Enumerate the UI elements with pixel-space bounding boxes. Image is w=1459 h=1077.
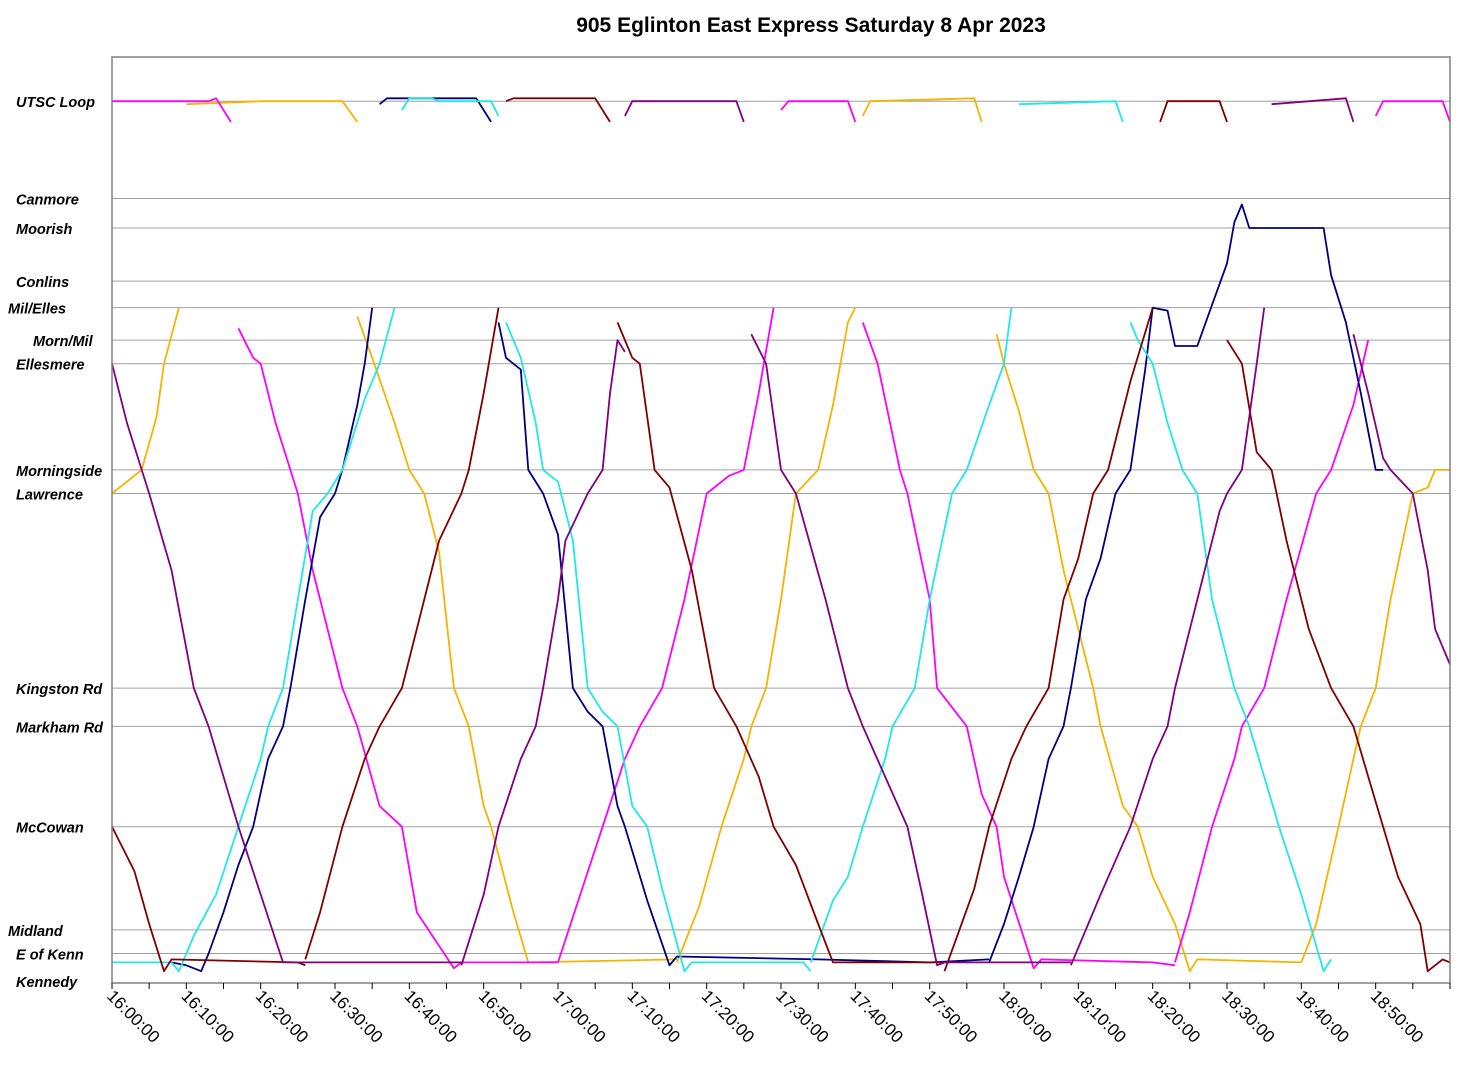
trip-line: [460, 339, 626, 966]
trip-line: [1352, 333, 1451, 665]
x-tick-label: 18:40:00: [1293, 986, 1353, 1046]
trip-line: [861, 322, 1176, 970]
trip-line: [1129, 322, 1332, 973]
trip-line: [1070, 307, 1266, 966]
x-tick-label: 16:00:00: [103, 986, 163, 1046]
trip-line: [112, 97, 232, 123]
y-tick-label: Morningside: [16, 464, 102, 480]
y-tick-label: UTSC Loop: [16, 95, 95, 111]
trip-lines: [111, 97, 1451, 973]
y-tick-label: Morn/Mil: [33, 334, 94, 350]
x-tick-label: 17:10:00: [624, 986, 684, 1046]
trip-line: [988, 203, 1384, 963]
trip-line: [616, 322, 945, 964]
x-tick-label: 17:30:00: [772, 986, 832, 1046]
y-tick-label: McCowan: [16, 821, 84, 837]
x-tick-label: 18:10:00: [1070, 986, 1130, 1046]
y-tick-label: Midland: [8, 924, 64, 940]
y-tick-label: Ellesmere: [16, 358, 85, 374]
y-tick-label: Mil/Elles: [8, 302, 66, 318]
trip-line: [505, 322, 812, 973]
x-axis: 16:00:00 16:10:00 16:20:00 16:30:00 16:40:00…: [103, 983, 1451, 1047]
trip-line: [304, 307, 500, 960]
trip-line: [1300, 469, 1450, 963]
trip-line: [1159, 100, 1228, 123]
y-tick-label: Kennedy: [16, 975, 78, 991]
y-axis-labels: UTSC Loop Canmore Moorish Conlins Mil/Elles M…: [8, 95, 104, 991]
trip-line: [401, 97, 500, 117]
trip-line: [111, 826, 306, 973]
x-tick-label: 17:40:00: [847, 986, 907, 1046]
trip-line: [505, 97, 611, 123]
trip-line: [557, 307, 775, 963]
x-tick-label: 16:30:00: [326, 986, 386, 1046]
trip-line: [1271, 97, 1355, 123]
plot-area-frame: [111, 56, 1451, 984]
trip-line: [995, 333, 1302, 973]
y-tick-label: Moorish: [16, 222, 73, 238]
trip-line: [497, 322, 990, 967]
trip-line: [780, 100, 857, 123]
trip-line: [111, 363, 462, 964]
chart-title: 905 Eglinton East Express Saturday 8 Apr…: [576, 14, 1046, 37]
trip-line: [111, 307, 180, 495]
y-tick-label: E of Kenn: [16, 948, 84, 964]
trip-line: [750, 333, 1071, 967]
trip-line: [1018, 100, 1124, 123]
x-tick-label: 18:20:00: [1144, 986, 1204, 1046]
y-tick-label: Canmore: [16, 193, 79, 209]
y-tick-label: Conlins: [16, 275, 69, 291]
x-tick-label: 18:00:00: [995, 986, 1055, 1046]
trip-line: [1226, 339, 1451, 973]
y-tick-label: Markham Rd: [16, 720, 104, 736]
x-tick-label: 17:20:00: [698, 986, 758, 1046]
trip-line: [624, 100, 745, 123]
trip-line: [186, 100, 359, 123]
y-tick-label: Lawrence: [16, 487, 83, 503]
x-tick-label: 17:50:00: [921, 986, 981, 1046]
x-tick-label: 16:10:00: [178, 986, 238, 1046]
x-tick-label: 16:50:00: [475, 986, 535, 1046]
trip-line: [237, 327, 558, 970]
x-tick-label: 17:00:00: [549, 986, 609, 1046]
x-tick-label: 18:30:00: [1218, 986, 1278, 1046]
gridlines: [112, 100, 1450, 955]
trip-line: [861, 97, 983, 123]
y-tick-label: Kingston Rd: [16, 682, 103, 698]
trip-line: [1174, 339, 1370, 963]
trip-line: [676, 307, 857, 963]
x-tick-label: 18:50:00: [1367, 986, 1427, 1046]
x-tick-label: 16:20:00: [252, 986, 312, 1046]
trip-line: [809, 307, 1013, 963]
trip-line: [356, 316, 677, 964]
trip-line: [943, 307, 1154, 972]
trip-line: [112, 307, 396, 973]
trip-line: [1374, 100, 1451, 123]
x-tick-label: 16:40:00: [401, 986, 461, 1046]
